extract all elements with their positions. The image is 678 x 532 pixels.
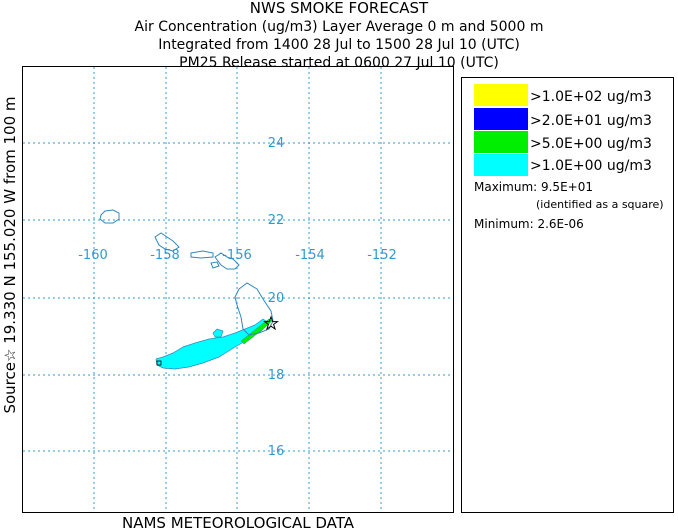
lat-label: 24 <box>268 136 285 151</box>
footer-label: NAMS METEOROLOGICAL DATA <box>122 514 354 532</box>
legend-swatch-1 <box>474 84 528 106</box>
lon-label: -158 <box>150 248 180 263</box>
island-maui <box>214 252 240 270</box>
legend-label-2: >2.0E+01 ug/m3 <box>530 113 652 129</box>
lat-label: 16 <box>268 444 285 459</box>
source-star <box>262 315 280 331</box>
coastlines <box>99 209 274 336</box>
lon-label: -160 <box>78 248 108 263</box>
lon-label: -154 <box>295 248 325 263</box>
legend-label-4: >1.0E+00 ug/m3 <box>530 158 652 174</box>
maximum-square-marker <box>156 360 162 366</box>
legend-label-1: >1.0E+02 ug/m3 <box>530 89 652 105</box>
legend-swatch-3 <box>474 131 528 153</box>
island-lanai <box>210 261 220 269</box>
lat-tick-labels: 24 22 20 18 16 <box>268 136 285 459</box>
lon-label: -156 <box>222 248 252 263</box>
island-kauai <box>99 209 120 224</box>
minimum-value: Minimum: 2.6E-06 <box>474 217 584 231</box>
maximum-value: Maximum: 9.5E+01 <box>474 180 593 194</box>
lon-tick-labels: -160 -158 -156 -154 -152 <box>78 248 397 263</box>
graticule <box>23 67 453 512</box>
source-location-label: Source☆ 19.330 N 155.020 W from 100 m <box>1 96 19 414</box>
island-hawaii <box>234 282 274 336</box>
source-star-icon <box>262 315 280 331</box>
lat-label: 22 <box>268 213 285 228</box>
island-oahu <box>154 232 180 252</box>
legend-swatch-2 <box>474 108 528 130</box>
lat-label: 20 <box>268 291 285 306</box>
lat-label: 18 <box>268 368 285 383</box>
title-line-1: NWS SMOKE FORECAST <box>249 0 429 17</box>
lon-label: -152 <box>367 248 397 263</box>
smoke-plume <box>155 318 273 370</box>
legend-panel: >1.0E+02 ug/m3 >2.0E+01 ug/m3 >5.0E+00 u… <box>461 77 674 513</box>
plume-low-concentration <box>212 328 224 338</box>
plume-low-concentration <box>155 318 270 370</box>
island-molokai <box>190 250 214 259</box>
legend-label-3: >5.0E+00 ug/m3 <box>530 136 652 152</box>
title-line-2: Air Concentration (ug/m3) Layer Average … <box>134 19 544 35</box>
legend-swatch-4 <box>474 154 528 176</box>
title-line-4: PM25 Release started at 0600 27 Jul 10 (… <box>179 55 499 71</box>
maximum-note: (identified as a square) <box>536 198 664 211</box>
title-line-3: Integrated from 1400 28 Jul to 1500 28 J… <box>158 37 520 53</box>
map-svg: -160 -158 -156 -154 -152 24 22 20 18 16 <box>23 67 453 512</box>
map-panel: -160 -158 -156 -154 -152 24 22 20 18 16 <box>22 66 454 513</box>
